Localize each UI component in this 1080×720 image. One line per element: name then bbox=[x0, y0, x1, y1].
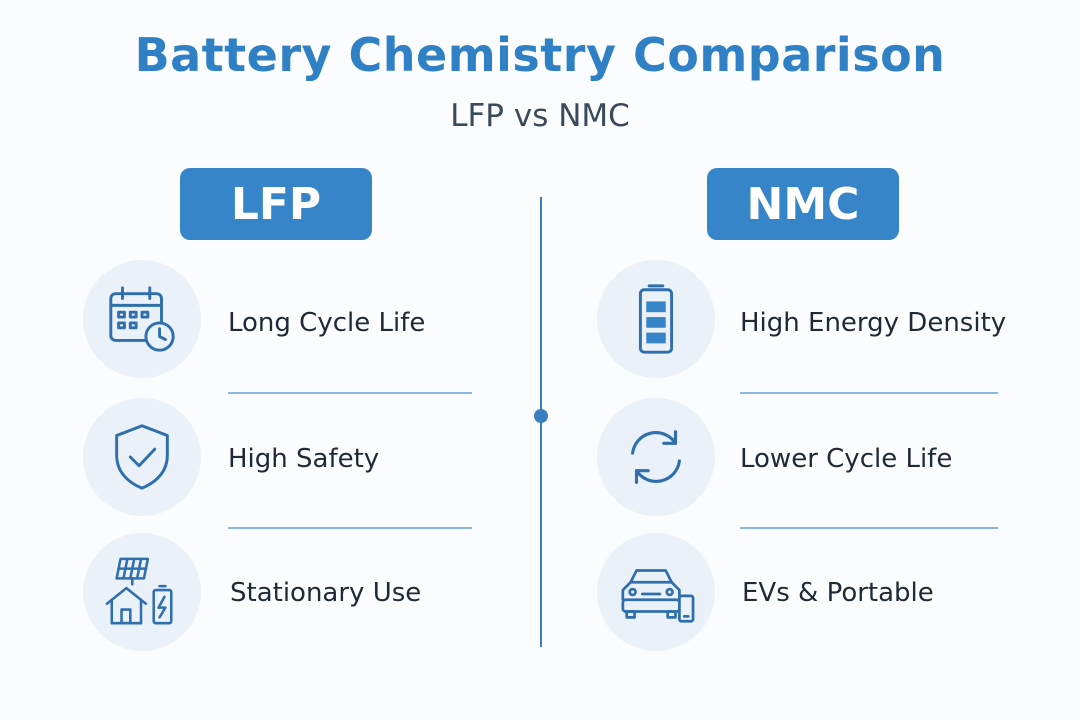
center-divider-dot bbox=[534, 409, 548, 423]
lfp-badge: LFP bbox=[180, 168, 372, 240]
solar-house-battery-icon bbox=[83, 533, 201, 651]
lfp-feature-stationary-use: Stationary Use bbox=[230, 578, 422, 608]
nmc-feature-lower-cycle-life: Lower Cycle Life bbox=[740, 444, 953, 474]
nmc-separator-1 bbox=[740, 392, 998, 394]
nmc-badge: NMC bbox=[707, 168, 899, 240]
nmc-separator-2 bbox=[740, 527, 998, 529]
lfp-feature-high-safety: High Safety bbox=[228, 444, 380, 474]
lfp-separator-2 bbox=[228, 527, 472, 529]
car-phone-icon bbox=[597, 533, 715, 651]
page-subtitle: LFP vs NMC bbox=[450, 98, 630, 134]
shield-check-icon bbox=[83, 398, 201, 516]
refresh-cycle-icon bbox=[597, 398, 715, 516]
calendar-clock-icon bbox=[83, 260, 201, 378]
lfp-feature-long-cycle-life: Long Cycle Life bbox=[228, 308, 426, 338]
nmc-feature-evs-portable: EVs & Portable bbox=[742, 578, 934, 608]
lfp-separator-1 bbox=[228, 392, 472, 394]
page-title: Battery Chemistry Comparison bbox=[134, 28, 946, 82]
battery-full-icon bbox=[597, 260, 715, 378]
nmc-feature-high-energy-density: High Energy Density bbox=[740, 308, 1007, 338]
